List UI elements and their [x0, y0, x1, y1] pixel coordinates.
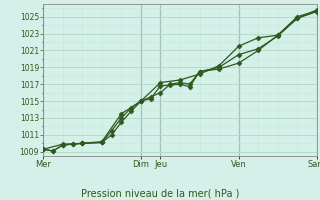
Text: Pression niveau de la mer( hPa ): Pression niveau de la mer( hPa )	[81, 188, 239, 198]
